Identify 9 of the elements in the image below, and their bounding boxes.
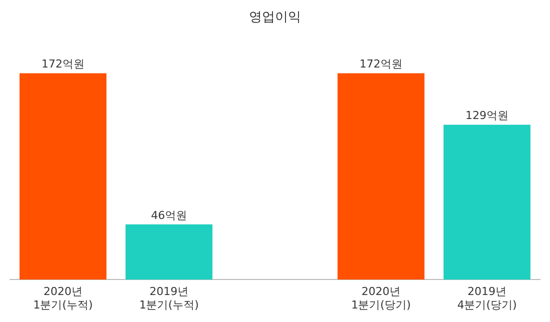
chart-title: 영업이익 — [249, 10, 301, 26]
data-label: 172억원 — [42, 58, 84, 71]
data-label: 172억원 — [360, 58, 402, 71]
data-label: 46억원 — [151, 208, 187, 222]
x-tick-label: 2019년 4분기(당기) — [457, 285, 517, 312]
x-tick-label: 2020년 1분기(누적) — [33, 285, 93, 312]
x-tick-label: 2020년 1분기(당기) — [351, 285, 411, 312]
x-tick-label: 2019년 1분기(누적) — [139, 285, 199, 312]
data-label: 129억원 — [466, 109, 508, 122]
